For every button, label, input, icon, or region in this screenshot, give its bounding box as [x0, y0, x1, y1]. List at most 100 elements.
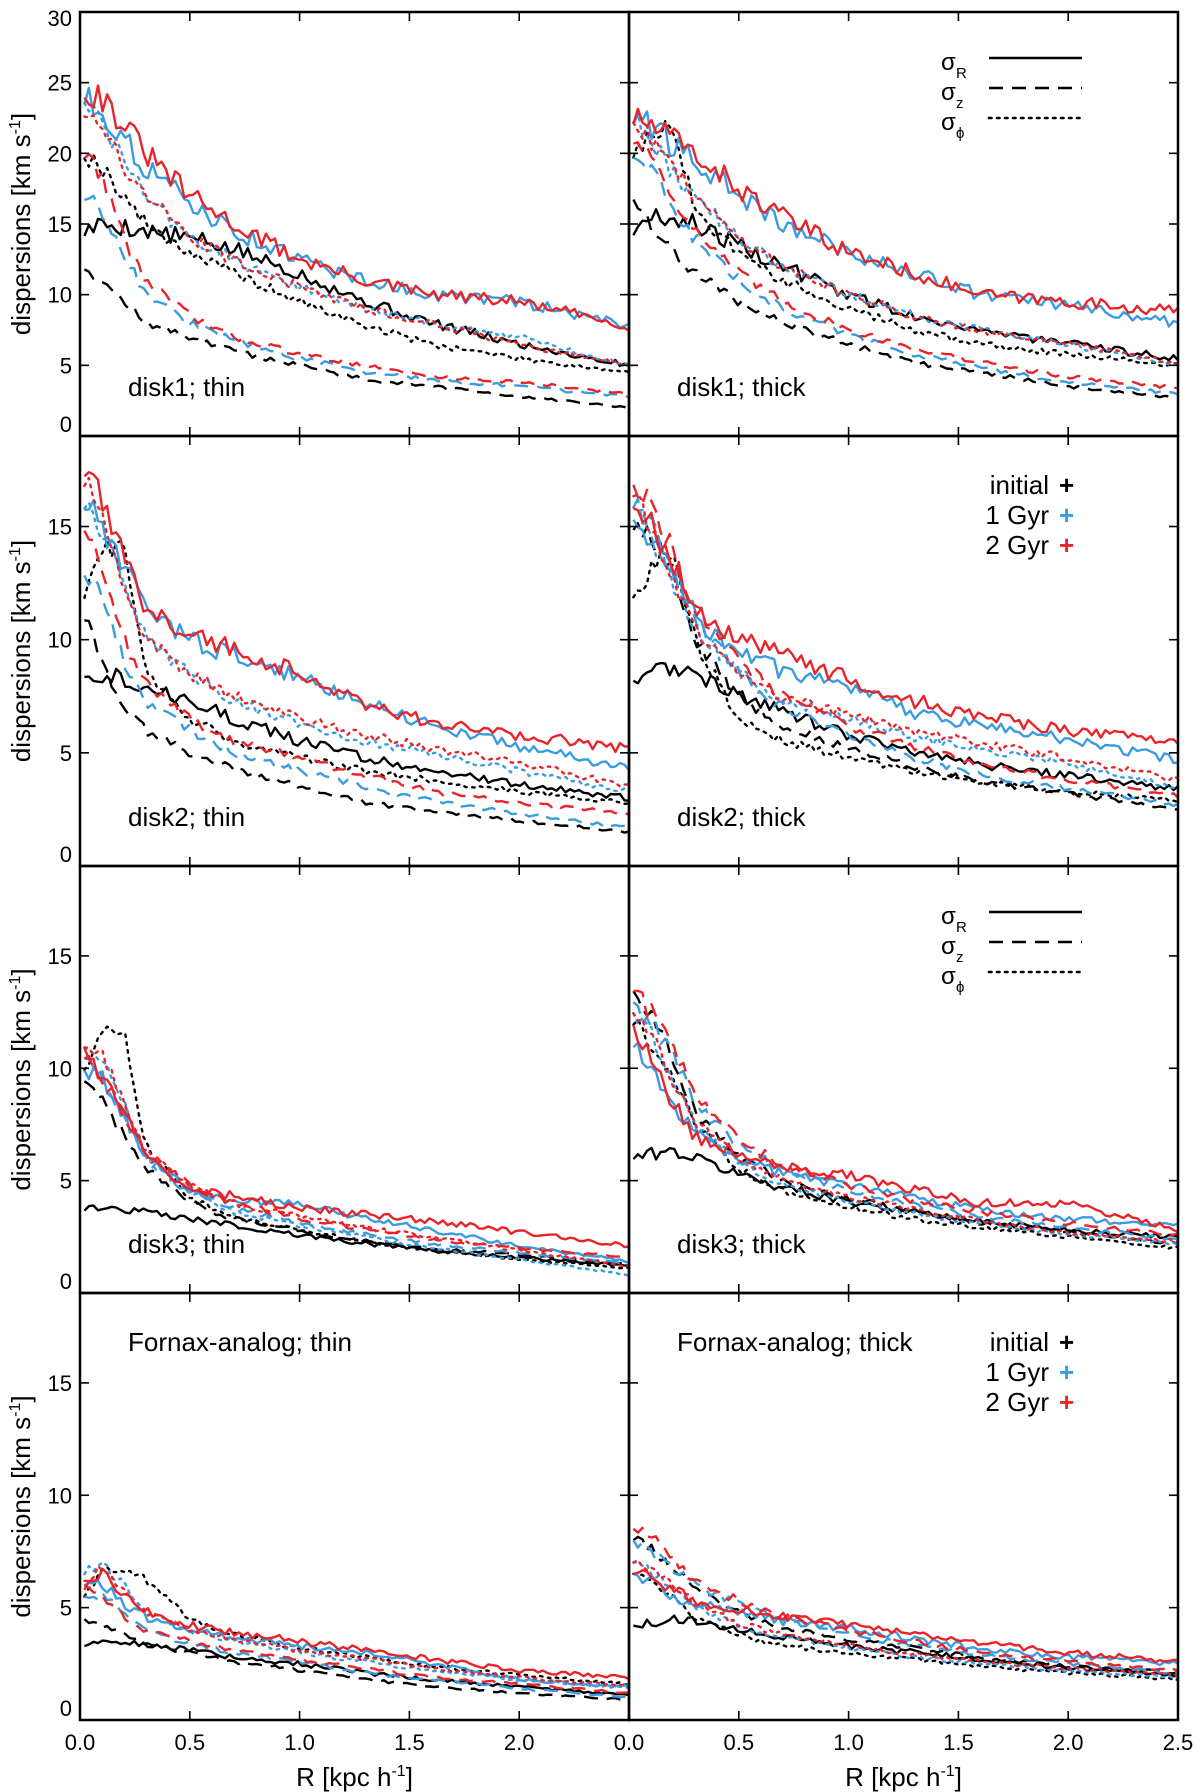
series-2-gyr-sigma-z — [633, 141, 1178, 390]
legend-epochs: initial +1 Gyr +2 Gyr + — [985, 1327, 1074, 1417]
y-axis-title: dispersions [km s-1] — [6, 113, 36, 335]
legend-symbol: σ — [941, 109, 956, 136]
series-lines — [83, 1025, 629, 1277]
series-2-gyr-sigma-z — [632, 484, 1178, 799]
series-2-gyr-sigma-r — [83, 1567, 629, 1681]
series-1-gyr-sigma-r — [632, 110, 1178, 328]
y-tick-label: 0 — [60, 842, 72, 867]
x-tick-label: 1.5 — [943, 1730, 974, 1755]
series-1-gyr-sigma-z — [84, 1057, 629, 1265]
series-2-gyr-sigma-z — [83, 1584, 629, 1694]
legend-symbol: σ — [941, 933, 956, 960]
legend-subscript: z — [956, 95, 964, 112]
y-tick-label: 20 — [48, 141, 72, 166]
y-tick-label: 10 — [48, 283, 72, 308]
panel-label: Fornax-analog; thin — [128, 1327, 352, 1357]
series-lines — [632, 107, 1178, 399]
series-initial-sigma-r — [84, 667, 629, 802]
y-tick-label: 15 — [48, 515, 72, 540]
panel-label: disk3; thin — [128, 1229, 245, 1259]
series-2-gyr-sigma-phi — [632, 1558, 1178, 1678]
series-initial-sigma-z — [632, 198, 1178, 399]
series-initial-sigma-r — [83, 1639, 629, 1697]
series-1-gyr-sigma-z — [632, 1001, 1178, 1241]
y-tick-label: 5 — [60, 353, 72, 378]
x-tick-label: 2.0 — [1053, 1730, 1084, 1755]
series-2-gyr-sigma-r — [633, 1569, 1178, 1664]
x-axis-title: R [kpc h-1] — [845, 1762, 962, 1792]
series-2-gyr-sigma-z — [83, 1054, 629, 1259]
panel-label: disk1; thin — [128, 372, 245, 402]
y-tick-label: 15 — [48, 212, 72, 237]
series-1-gyr-sigma-r — [83, 1579, 629, 1688]
legend-label: 1 Gyr — [985, 1357, 1049, 1387]
panel-2: disk2; thin — [78, 434, 631, 868]
series-1-gyr-sigma-z — [632, 156, 1178, 396]
legend-symbol: σ — [941, 903, 956, 930]
legend-components: σ Rσ zσ ϕ — [941, 903, 1084, 996]
y-tick-label: 0 — [60, 1269, 72, 1294]
axes-layer: 0 5 10 15 20 25 30 dispersions [km s-1] 0 5 10 15 di… — [6, 6, 1193, 1792]
legend-marker: + — [1059, 470, 1074, 500]
y-tick-label: 10 — [48, 628, 72, 653]
series-initial-sigma-r — [632, 661, 1178, 792]
series-1-gyr-sigma-z — [632, 497, 1178, 808]
series-initial-sigma-z — [632, 1535, 1178, 1675]
series-2-gyr-sigma-r — [83, 1047, 629, 1249]
series-initial-sigma-phi — [632, 550, 1178, 804]
series-1-gyr-sigma-phi — [83, 1046, 629, 1277]
y-tick-label: 5 — [60, 1169, 72, 1194]
panel-4: disk3; thin — [78, 864, 631, 1295]
y-tick-label: 30 — [48, 6, 72, 31]
series-lines — [83, 1561, 629, 1702]
panel-0: disk1; thin — [78, 10, 631, 438]
legend-label: initial — [990, 1327, 1049, 1357]
panel-7: Fornax-analog; thick initial +1 Gyr +2 Gyr + — [627, 1291, 1180, 1722]
legend-label: 2 Gyr — [985, 530, 1049, 560]
series-initial-sigma-r — [632, 208, 1178, 362]
legend-components: σ Rσ zσ ϕ — [941, 49, 1084, 142]
x-tick-label: 0.0 — [614, 1730, 645, 1755]
legend-symbol: σ — [941, 963, 956, 990]
series-2-gyr-sigma-r — [83, 84, 629, 332]
series-2-gyr-sigma-r — [83, 471, 629, 754]
series-initial-sigma-z — [83, 1618, 629, 1702]
y-tick-label: 10 — [48, 1056, 72, 1081]
series-2-gyr-sigma-r — [632, 1024, 1178, 1234]
series-lines — [632, 484, 1178, 811]
series-lines — [83, 471, 629, 834]
legend-subscript: R — [956, 919, 967, 936]
legend-label: 2 Gyr — [985, 1387, 1049, 1417]
series-initial-sigma-phi — [83, 1025, 629, 1270]
series-2-gyr-sigma-r — [632, 507, 1178, 745]
panel-3: disk2; thick initial +1 Gyr +2 Gyr + — [627, 434, 1180, 868]
series-1-gyr-sigma-z — [84, 194, 629, 399]
series-initial-sigma-z — [83, 268, 629, 410]
panel-label: disk2; thick — [677, 802, 807, 832]
panel-label: disk3; thick — [677, 1229, 807, 1259]
series-1-gyr-sigma-r — [632, 519, 1178, 765]
legend-marker: + — [1059, 500, 1074, 530]
series-1-gyr-sigma-phi — [632, 1560, 1178, 1680]
series-2-gyr-sigma-phi — [83, 1046, 629, 1268]
y-axis-title: dispersions [km s-1] — [6, 1395, 36, 1617]
series-1-gyr-sigma-phi — [632, 111, 1178, 366]
legend-marker: + — [1059, 530, 1074, 560]
series-1-gyr-sigma-phi — [632, 506, 1178, 790]
series-2-gyr-sigma-z — [632, 1526, 1178, 1673]
series-1-gyr-sigma-phi — [83, 501, 629, 793]
legend-label: initial — [990, 470, 1049, 500]
series-2-gyr-sigma-phi — [632, 493, 1178, 782]
series-1-gyr-sigma-r — [632, 1041, 1178, 1228]
x-tick-label: 1.0 — [833, 1730, 864, 1755]
series-initial-sigma-phi — [632, 120, 1178, 368]
series-initial-sigma-z — [632, 990, 1178, 1246]
x-tick-label: 2.5 — [1163, 1730, 1194, 1755]
x-tick-label: 1.0 — [284, 1730, 315, 1755]
legend-symbol: σ — [941, 79, 956, 106]
legend-marker: + — [1059, 1387, 1074, 1417]
series-1-gyr-sigma-r — [83, 86, 629, 329]
legend-marker: + — [1059, 1357, 1074, 1387]
